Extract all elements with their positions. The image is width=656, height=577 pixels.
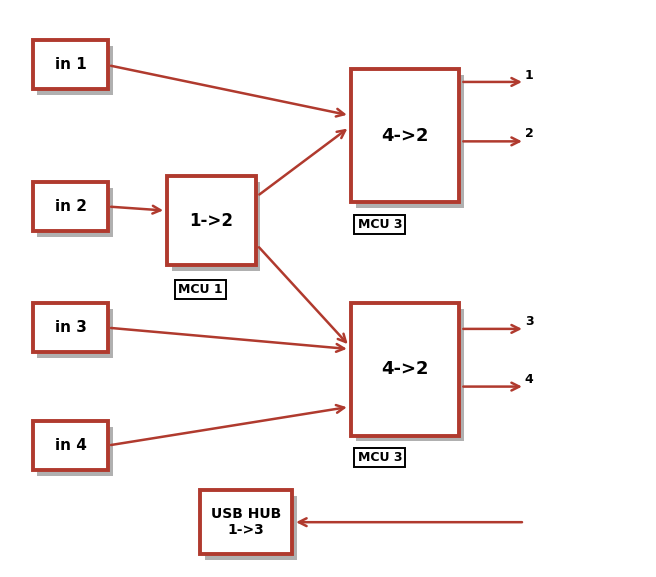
Bar xyxy=(33,182,108,231)
Text: 4->2: 4->2 xyxy=(381,126,429,145)
Bar xyxy=(351,69,459,202)
Text: MCU 1: MCU 1 xyxy=(178,283,223,296)
Text: in 1: in 1 xyxy=(54,58,87,72)
Bar xyxy=(356,75,464,208)
Text: 2: 2 xyxy=(525,128,533,140)
Text: USB HUB
1->3: USB HUB 1->3 xyxy=(211,507,281,537)
Bar xyxy=(172,182,260,271)
Text: 4: 4 xyxy=(525,373,533,385)
Text: 4->2: 4->2 xyxy=(381,360,429,379)
Text: 1: 1 xyxy=(525,69,533,81)
Bar xyxy=(37,309,113,358)
Text: MCU 3: MCU 3 xyxy=(358,218,402,231)
Text: in 3: in 3 xyxy=(54,320,87,335)
Bar xyxy=(33,421,108,470)
Bar xyxy=(33,40,108,89)
Bar xyxy=(33,303,108,352)
Bar xyxy=(37,427,113,476)
Text: in 4: in 4 xyxy=(54,439,87,453)
Text: in 2: in 2 xyxy=(54,199,87,213)
Bar xyxy=(37,188,113,237)
Text: MCU 3: MCU 3 xyxy=(358,451,402,464)
Text: 3: 3 xyxy=(525,315,533,328)
Bar xyxy=(205,496,297,560)
Bar xyxy=(167,176,256,265)
Bar xyxy=(351,303,459,436)
Bar xyxy=(356,309,464,441)
Bar xyxy=(200,490,292,554)
Bar xyxy=(37,46,113,95)
Text: 1->2: 1->2 xyxy=(190,212,234,230)
